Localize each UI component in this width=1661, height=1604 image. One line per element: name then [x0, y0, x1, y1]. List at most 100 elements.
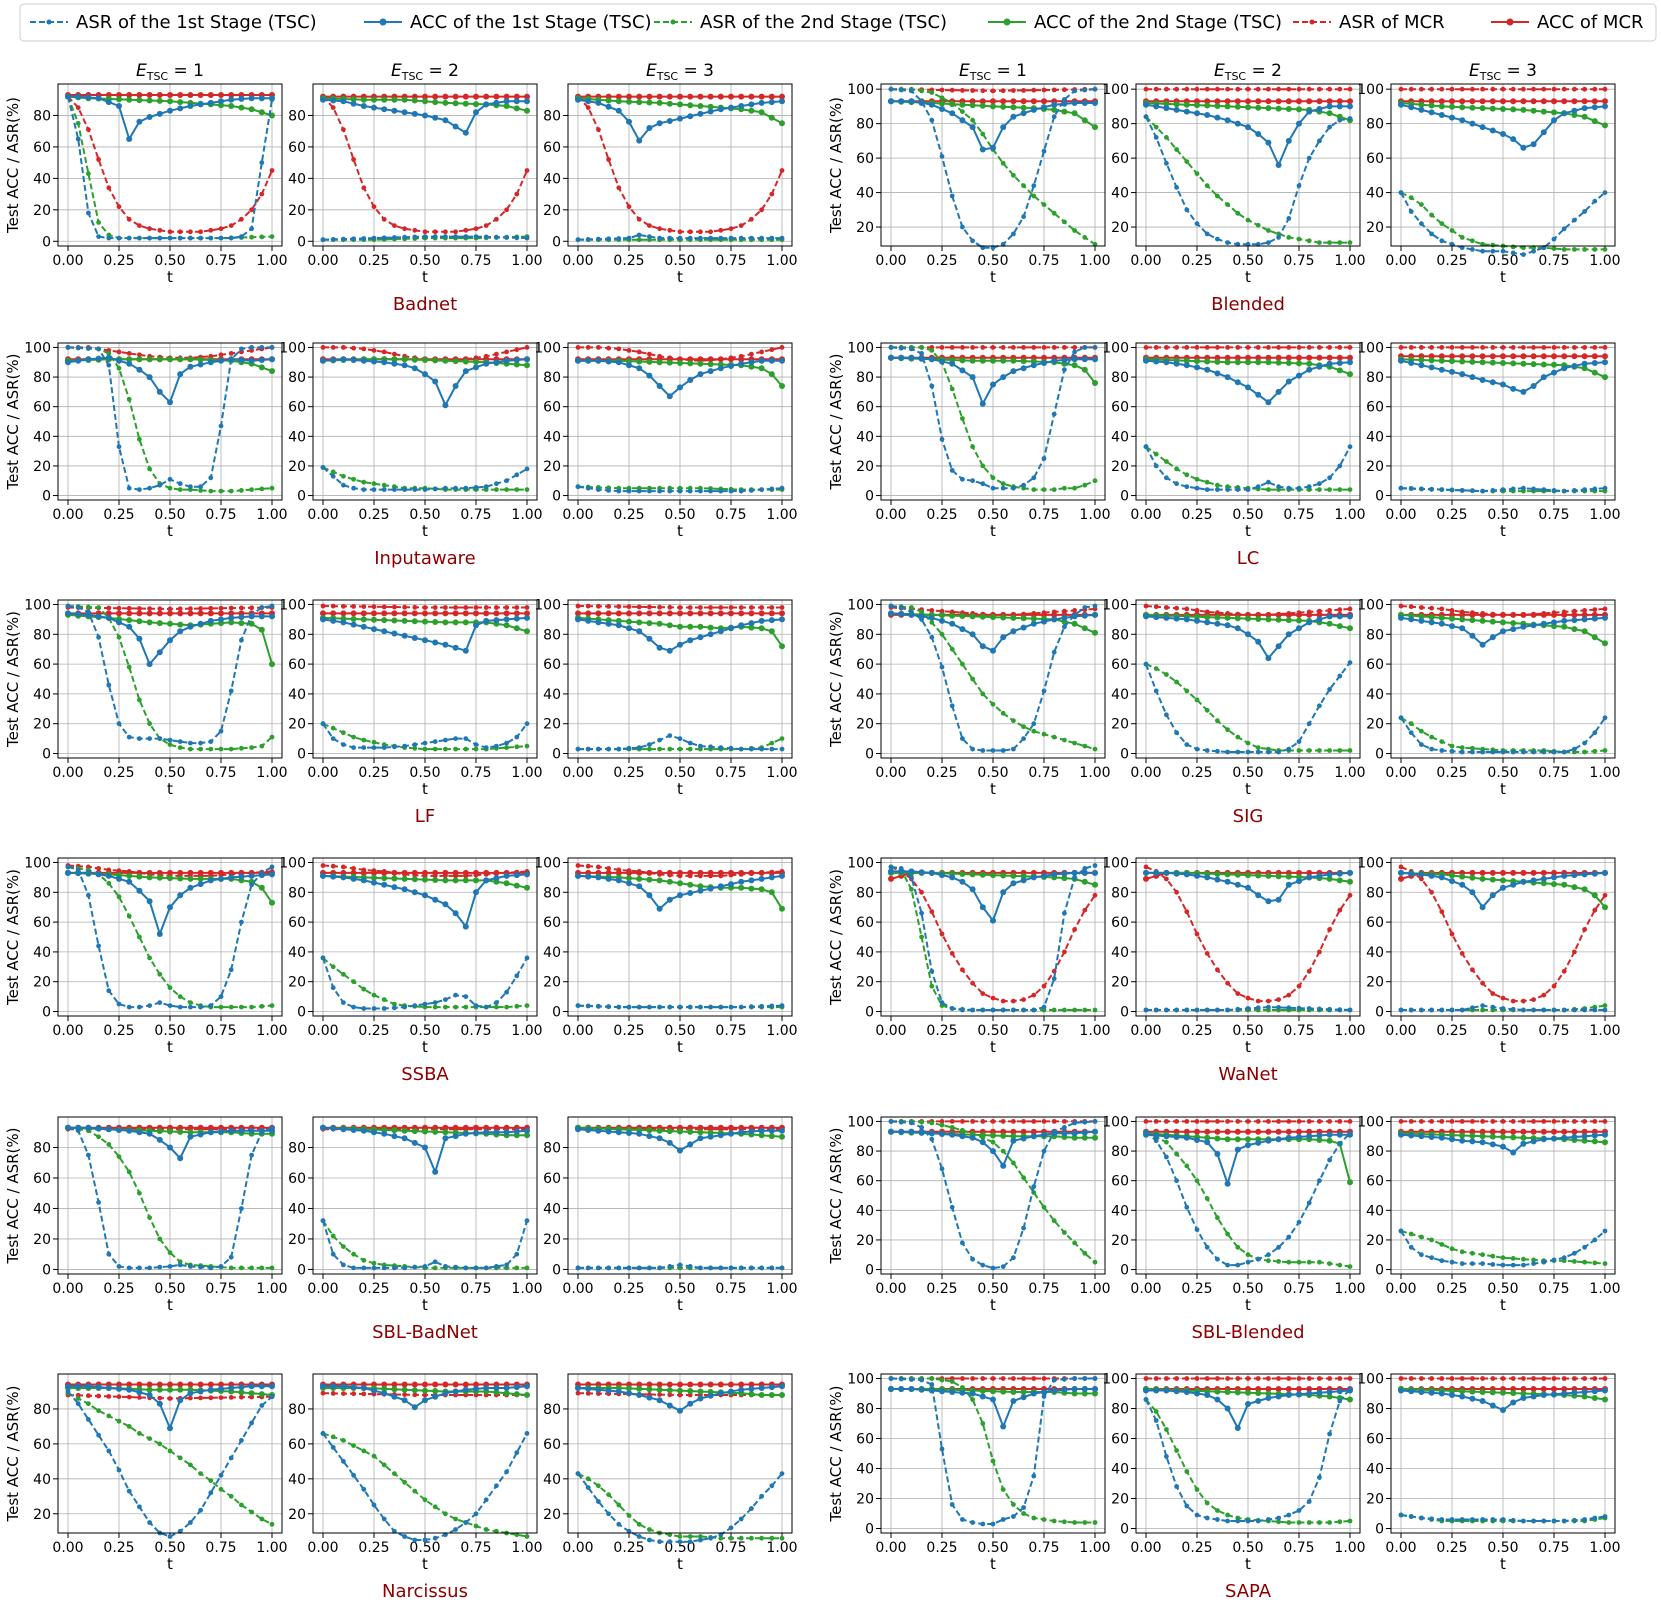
- data-point: [626, 604, 632, 610]
- data-point: [177, 235, 183, 241]
- data-point: [616, 1004, 622, 1010]
- data-point: [1520, 623, 1527, 630]
- data-point: [1020, 624, 1027, 631]
- data-point: [718, 745, 724, 750]
- data-point: [687, 890, 694, 896]
- data-point: [1275, 105, 1282, 112]
- data-point: [929, 1120, 935, 1126]
- data-point: [717, 93, 724, 100]
- series-line: [1145, 615, 1350, 660]
- data-point: [646, 93, 653, 100]
- data-point: [1439, 909, 1445, 915]
- data-point: [585, 357, 592, 364]
- data-point: [514, 605, 520, 610]
- data-point: [1021, 1225, 1026, 1231]
- data-point: [1500, 749, 1506, 755]
- y-tick-label: 0: [42, 747, 51, 763]
- axes-frame: [312, 1116, 538, 1275]
- data-point: [463, 227, 469, 233]
- y-tick-label: 40: [288, 1201, 306, 1217]
- series-asrm: [320, 603, 530, 610]
- series-acc1: [575, 96, 785, 144]
- data-point: [1041, 98, 1047, 105]
- data-point: [239, 1004, 244, 1010]
- y-tick-label: 0: [552, 747, 561, 763]
- data-point: [1470, 247, 1475, 252]
- data-point: [1327, 86, 1332, 92]
- data-point: [698, 873, 703, 879]
- data-point: [106, 1142, 112, 1147]
- x-tick-label: 0.25: [1436, 765, 1467, 781]
- data-point: [1010, 98, 1017, 105]
- series-asrm: [575, 863, 785, 879]
- data-point: [340, 1126, 347, 1133]
- data-point: [1306, 968, 1312, 974]
- data-point: [1020, 1135, 1027, 1142]
- data-point: [65, 869, 71, 876]
- x-tick-label: 0.50: [664, 1023, 695, 1039]
- x-tick-label: 0.75: [1028, 765, 1059, 781]
- data-point: [137, 223, 142, 229]
- data-point: [483, 101, 490, 108]
- data-point: [616, 1265, 622, 1271]
- data-point: [626, 235, 632, 241]
- series-line: [890, 605, 1096, 752]
- data-point: [228, 1254, 234, 1260]
- data-point: [666, 610, 673, 617]
- data-point: [1296, 1005, 1302, 1011]
- data-point: [779, 357, 785, 364]
- data-point: [1153, 103, 1160, 110]
- data-point: [728, 1004, 734, 1010]
- y-tick-label: 20: [1366, 220, 1384, 236]
- data-point: [401, 362, 408, 369]
- data-point: [1438, 614, 1445, 621]
- data-point: [1398, 875, 1404, 882]
- series-asr1: [888, 86, 1098, 251]
- data-point: [1081, 366, 1088, 373]
- x-tick-label: 1.00: [511, 1023, 542, 1039]
- data-point: [779, 345, 785, 350]
- data-point: [779, 869, 785, 874]
- x-tick-label: 0.25: [103, 253, 134, 269]
- data-point: [1317, 345, 1322, 350]
- data-point: [320, 955, 326, 961]
- data-point: [1224, 359, 1231, 366]
- data-point: [1153, 869, 1160, 876]
- data-point: [350, 610, 357, 617]
- data-point: [616, 185, 622, 191]
- data-point: [228, 874, 235, 881]
- data-point: [749, 605, 754, 610]
- data-point: [524, 628, 530, 635]
- y-tick-label: 80: [33, 1140, 51, 1156]
- data-point: [381, 359, 388, 366]
- data-point: [677, 610, 683, 617]
- data-point: [351, 1004, 356, 1010]
- data-point: [1336, 367, 1343, 374]
- data-point: [96, 157, 101, 162]
- data-point: [157, 235, 163, 241]
- x-tick-label: 0.50: [977, 507, 1008, 523]
- data-point: [524, 1132, 530, 1139]
- series-line: [68, 871, 273, 935]
- data-point: [1449, 487, 1455, 493]
- data-point: [167, 476, 173, 482]
- data-point: [657, 226, 662, 232]
- data-point: [677, 1128, 683, 1135]
- data-point: [1489, 379, 1496, 386]
- y-tick-label: 20: [1111, 975, 1129, 991]
- data-point: [959, 101, 966, 108]
- data-point: [1296, 874, 1302, 880]
- data-point: [1266, 487, 1271, 492]
- data-point: [1092, 1119, 1098, 1124]
- data-point: [707, 885, 714, 892]
- data-point: [177, 371, 184, 378]
- data-point: [392, 351, 397, 357]
- data-point: [1337, 86, 1343, 92]
- data-point: [524, 1003, 530, 1008]
- data-point: [188, 746, 193, 752]
- data-point: [1317, 481, 1322, 487]
- data-point: [432, 619, 439, 625]
- data-point: [677, 880, 683, 887]
